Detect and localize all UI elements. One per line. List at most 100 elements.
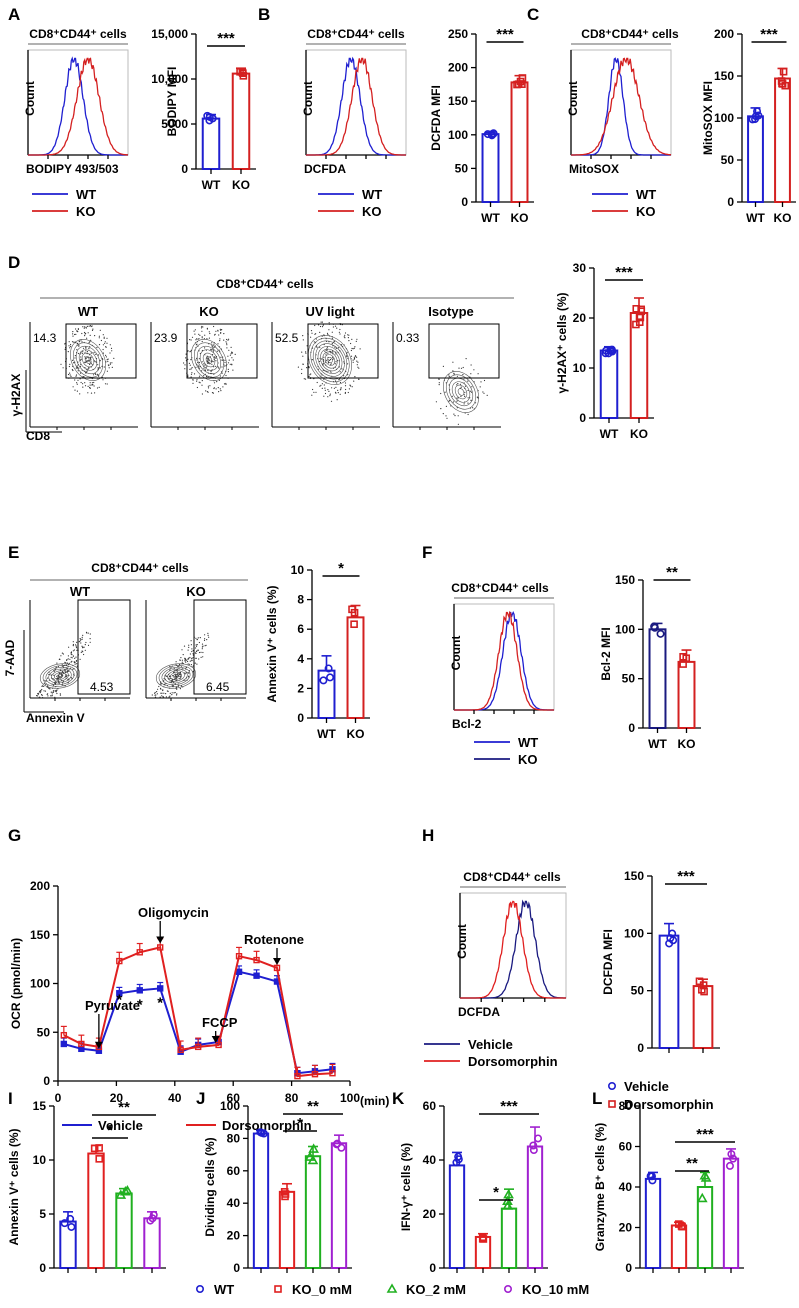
flow-event-dot bbox=[196, 357, 198, 359]
flow-event-dot bbox=[189, 656, 191, 659]
flow-event-dot bbox=[187, 660, 189, 663]
flow-event-dot bbox=[318, 324, 320, 326]
annotation-oligomycin: Oligomycin bbox=[138, 905, 209, 920]
flow-event-dot bbox=[335, 386, 337, 388]
flow-event-dot bbox=[98, 335, 100, 337]
flow-event-dot bbox=[184, 679, 186, 681]
contour-ring bbox=[324, 354, 336, 366]
flow-event-dot bbox=[340, 388, 342, 390]
data-point-K bbox=[454, 1155, 463, 1164]
flow-event-dot bbox=[326, 346, 328, 348]
histogram-y-label: Count bbox=[449, 636, 463, 671]
data-point-G bbox=[235, 968, 243, 975]
flow-event-dot bbox=[207, 391, 209, 393]
flow-event-dot bbox=[91, 329, 94, 331]
significance-label-E_bar: * bbox=[338, 560, 344, 577]
flow-event-dot bbox=[204, 364, 206, 366]
flow-event-dot bbox=[72, 386, 74, 388]
flow-event-dot bbox=[82, 351, 84, 353]
flow-event-dot bbox=[460, 386, 462, 388]
flow-event-dot bbox=[72, 645, 74, 647]
data-point-B_bar bbox=[518, 80, 526, 88]
bar-L-1 bbox=[670, 1224, 688, 1269]
bar-D_bar-0 bbox=[599, 349, 619, 419]
flow-event-dot bbox=[70, 345, 72, 347]
flow-event-dot bbox=[302, 363, 304, 365]
data-point-C_bar bbox=[778, 80, 787, 88]
flow-event-dot bbox=[190, 640, 192, 642]
flow-event-dot bbox=[74, 663, 76, 665]
flow-event-dot bbox=[220, 332, 222, 334]
flow-event-dot bbox=[435, 401, 437, 403]
flow-event-dot bbox=[98, 375, 100, 377]
flow-event-dot bbox=[98, 386, 100, 388]
flow-event-dot bbox=[191, 650, 193, 653]
flow-event-dot bbox=[97, 367, 99, 369]
flow-event-dot bbox=[328, 329, 330, 331]
flow-event-dot bbox=[99, 367, 101, 369]
bar-A_bar-1 bbox=[231, 72, 251, 170]
flow-event-dot bbox=[486, 394, 488, 396]
bar-J-1 bbox=[278, 1190, 296, 1269]
flow-event-dot bbox=[191, 660, 193, 662]
flow-event-dot bbox=[440, 408, 442, 410]
x-tick-label-D_bar: WT bbox=[600, 427, 619, 441]
flow-event-dot bbox=[78, 344, 80, 346]
flow-event-dot bbox=[311, 332, 313, 334]
flow-event-dot bbox=[207, 385, 209, 387]
flow-event-dot bbox=[80, 381, 82, 384]
histogram-curve-0 bbox=[571, 57, 671, 156]
flow-event-dot bbox=[162, 696, 165, 698]
flow-event-dot bbox=[219, 340, 221, 342]
flow-event-dot bbox=[339, 393, 341, 395]
flow-event-dot bbox=[205, 366, 207, 368]
y-axis-label-B_bar: DCFDA MFI bbox=[429, 85, 443, 151]
flow-event-dot bbox=[81, 638, 83, 640]
significance-label-L: ** bbox=[686, 1155, 698, 1172]
flow-event-dot bbox=[156, 691, 158, 693]
flow-event-dot bbox=[448, 374, 450, 376]
flow-event-dot bbox=[305, 352, 307, 354]
flow-event-dot bbox=[168, 696, 170, 698]
flow-event-dot bbox=[227, 368, 229, 370]
flow-event-dot bbox=[84, 385, 87, 387]
flow-event-dot bbox=[195, 637, 197, 639]
cell-population-title: CD8⁺CD44⁺ cells bbox=[307, 27, 405, 41]
flow-event-dot bbox=[157, 688, 159, 690]
flow-event-dot bbox=[232, 359, 234, 361]
flow-event-dot bbox=[77, 343, 79, 345]
flow-event-dot bbox=[196, 338, 198, 340]
flow-event-dot bbox=[449, 399, 451, 402]
flow-event-dot bbox=[68, 365, 70, 368]
y-tick-label-C_bar: 0 bbox=[727, 195, 734, 209]
flow-event-dot bbox=[84, 649, 86, 651]
contour-ring bbox=[196, 345, 222, 375]
data-point-G bbox=[78, 1040, 85, 1048]
flow-event-dot bbox=[179, 688, 181, 690]
panel-label-K: K bbox=[392, 1089, 405, 1108]
flow-event-dot bbox=[66, 674, 68, 676]
flow-event-dot bbox=[208, 361, 210, 363]
flow-event-dot bbox=[85, 347, 87, 349]
flow-event-dot bbox=[207, 632, 209, 635]
flow-event-dot bbox=[308, 367, 310, 369]
data-point-G bbox=[136, 987, 143, 994]
flow-event-dot bbox=[330, 400, 333, 402]
flow-event-dot bbox=[331, 331, 333, 333]
y-tick-label-L: 60 bbox=[619, 1140, 633, 1154]
y-tick-label-A_bar: 0 bbox=[181, 162, 188, 176]
flow-event-dot bbox=[77, 352, 79, 355]
bar-J-0 bbox=[252, 1132, 270, 1270]
flow-event-dot bbox=[179, 659, 181, 661]
flow-event-dot bbox=[472, 407, 474, 409]
flow-event-dot bbox=[337, 389, 339, 391]
flow-event-dot bbox=[54, 696, 56, 699]
flow-event-dot bbox=[348, 388, 350, 390]
flow-event-dot bbox=[76, 330, 78, 332]
flow-event-dot bbox=[165, 693, 167, 695]
y-tick-label-B_bar: 150 bbox=[448, 94, 468, 108]
significance-label-J: * bbox=[297, 1115, 303, 1132]
data-point-J bbox=[307, 1154, 319, 1165]
flow-event-dot bbox=[188, 663, 190, 665]
flow-event-dot bbox=[470, 391, 473, 393]
